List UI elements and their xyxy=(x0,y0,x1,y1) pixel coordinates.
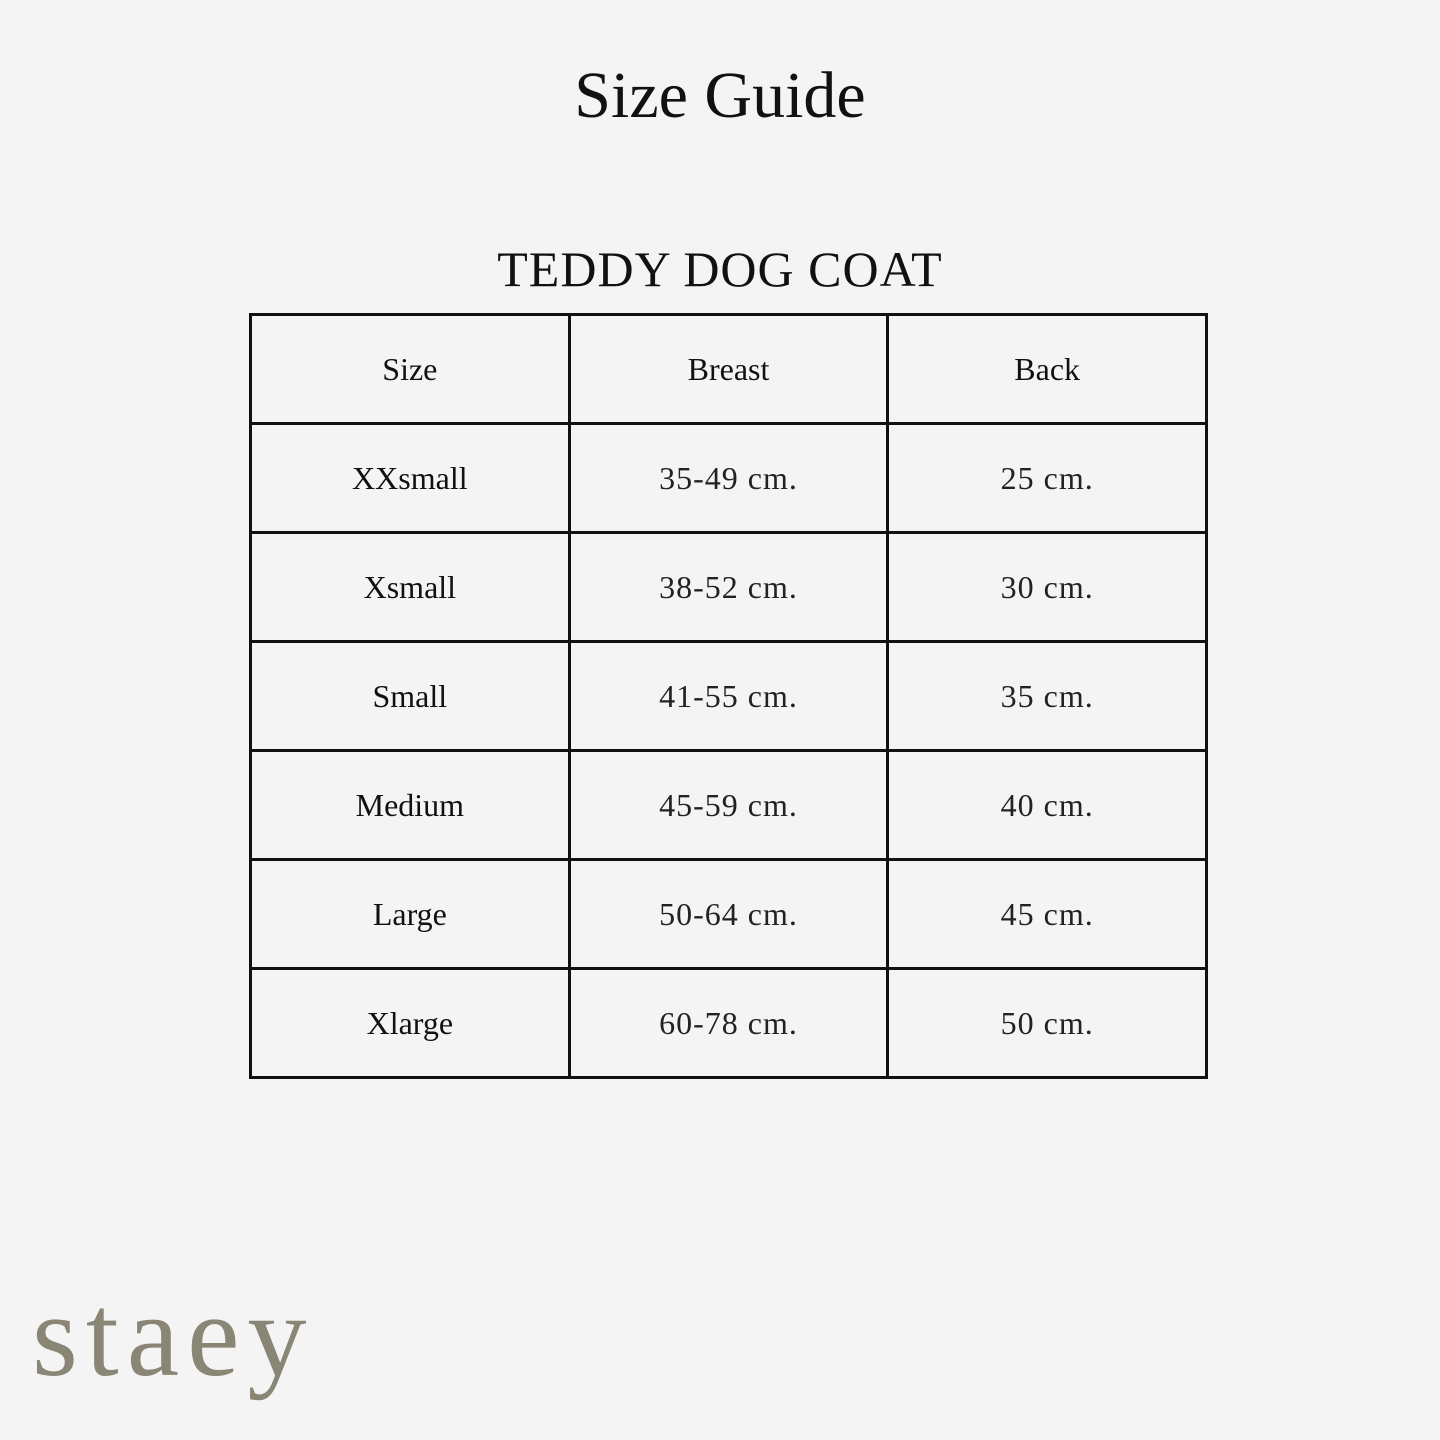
size-cell: Xsmall xyxy=(249,531,571,643)
header-back: Back xyxy=(886,313,1208,425)
breast-cell: 35-49 cm. xyxy=(567,422,890,534)
breast-cell: 45-59 cm. xyxy=(567,749,890,861)
size-table: Size Breast Back XXsmall 35-49 cm. 25 cm… xyxy=(249,313,1208,1079)
page-title: Size Guide xyxy=(574,59,866,132)
back-cell: 50 cm. xyxy=(886,967,1208,1079)
breast-cell: 41-55 cm. xyxy=(567,640,890,752)
size-cell: Medium xyxy=(249,749,571,861)
back-cell: 45 cm. xyxy=(886,858,1208,970)
back-cell: 35 cm. xyxy=(886,640,1208,752)
header-size: Size xyxy=(249,313,571,425)
table-row: Xlarge 60-78 cm. 50 cm. xyxy=(249,967,1208,1079)
table-row: XXsmall 35-49 cm. 25 cm. xyxy=(249,422,1208,534)
back-cell: 40 cm. xyxy=(886,749,1208,861)
breast-cell: 60-78 cm. xyxy=(567,967,890,1079)
size-cell: Large xyxy=(249,858,571,970)
back-cell: 30 cm. xyxy=(886,531,1208,643)
size-cell: Small xyxy=(249,640,571,752)
table-row: Large 50-64 cm. 45 cm. xyxy=(249,858,1208,970)
table-header-row: Size Breast Back xyxy=(249,313,1208,425)
table-row: Small 41-55 cm. 35 cm. xyxy=(249,640,1208,752)
table-row: Medium 45-59 cm. 40 cm. xyxy=(249,749,1208,861)
brand-logo: staey xyxy=(32,1270,315,1401)
breast-cell: 38-52 cm. xyxy=(567,531,890,643)
size-cell: Xlarge xyxy=(249,967,571,1079)
header-breast: Breast xyxy=(567,313,890,425)
breast-cell: 50-64 cm. xyxy=(567,858,890,970)
product-name: TEDDY DOG COAT xyxy=(497,241,943,297)
table-row: Xsmall 38-52 cm. 30 cm. xyxy=(249,531,1208,643)
back-cell: 25 cm. xyxy=(886,422,1208,534)
size-cell: XXsmall xyxy=(249,422,571,534)
